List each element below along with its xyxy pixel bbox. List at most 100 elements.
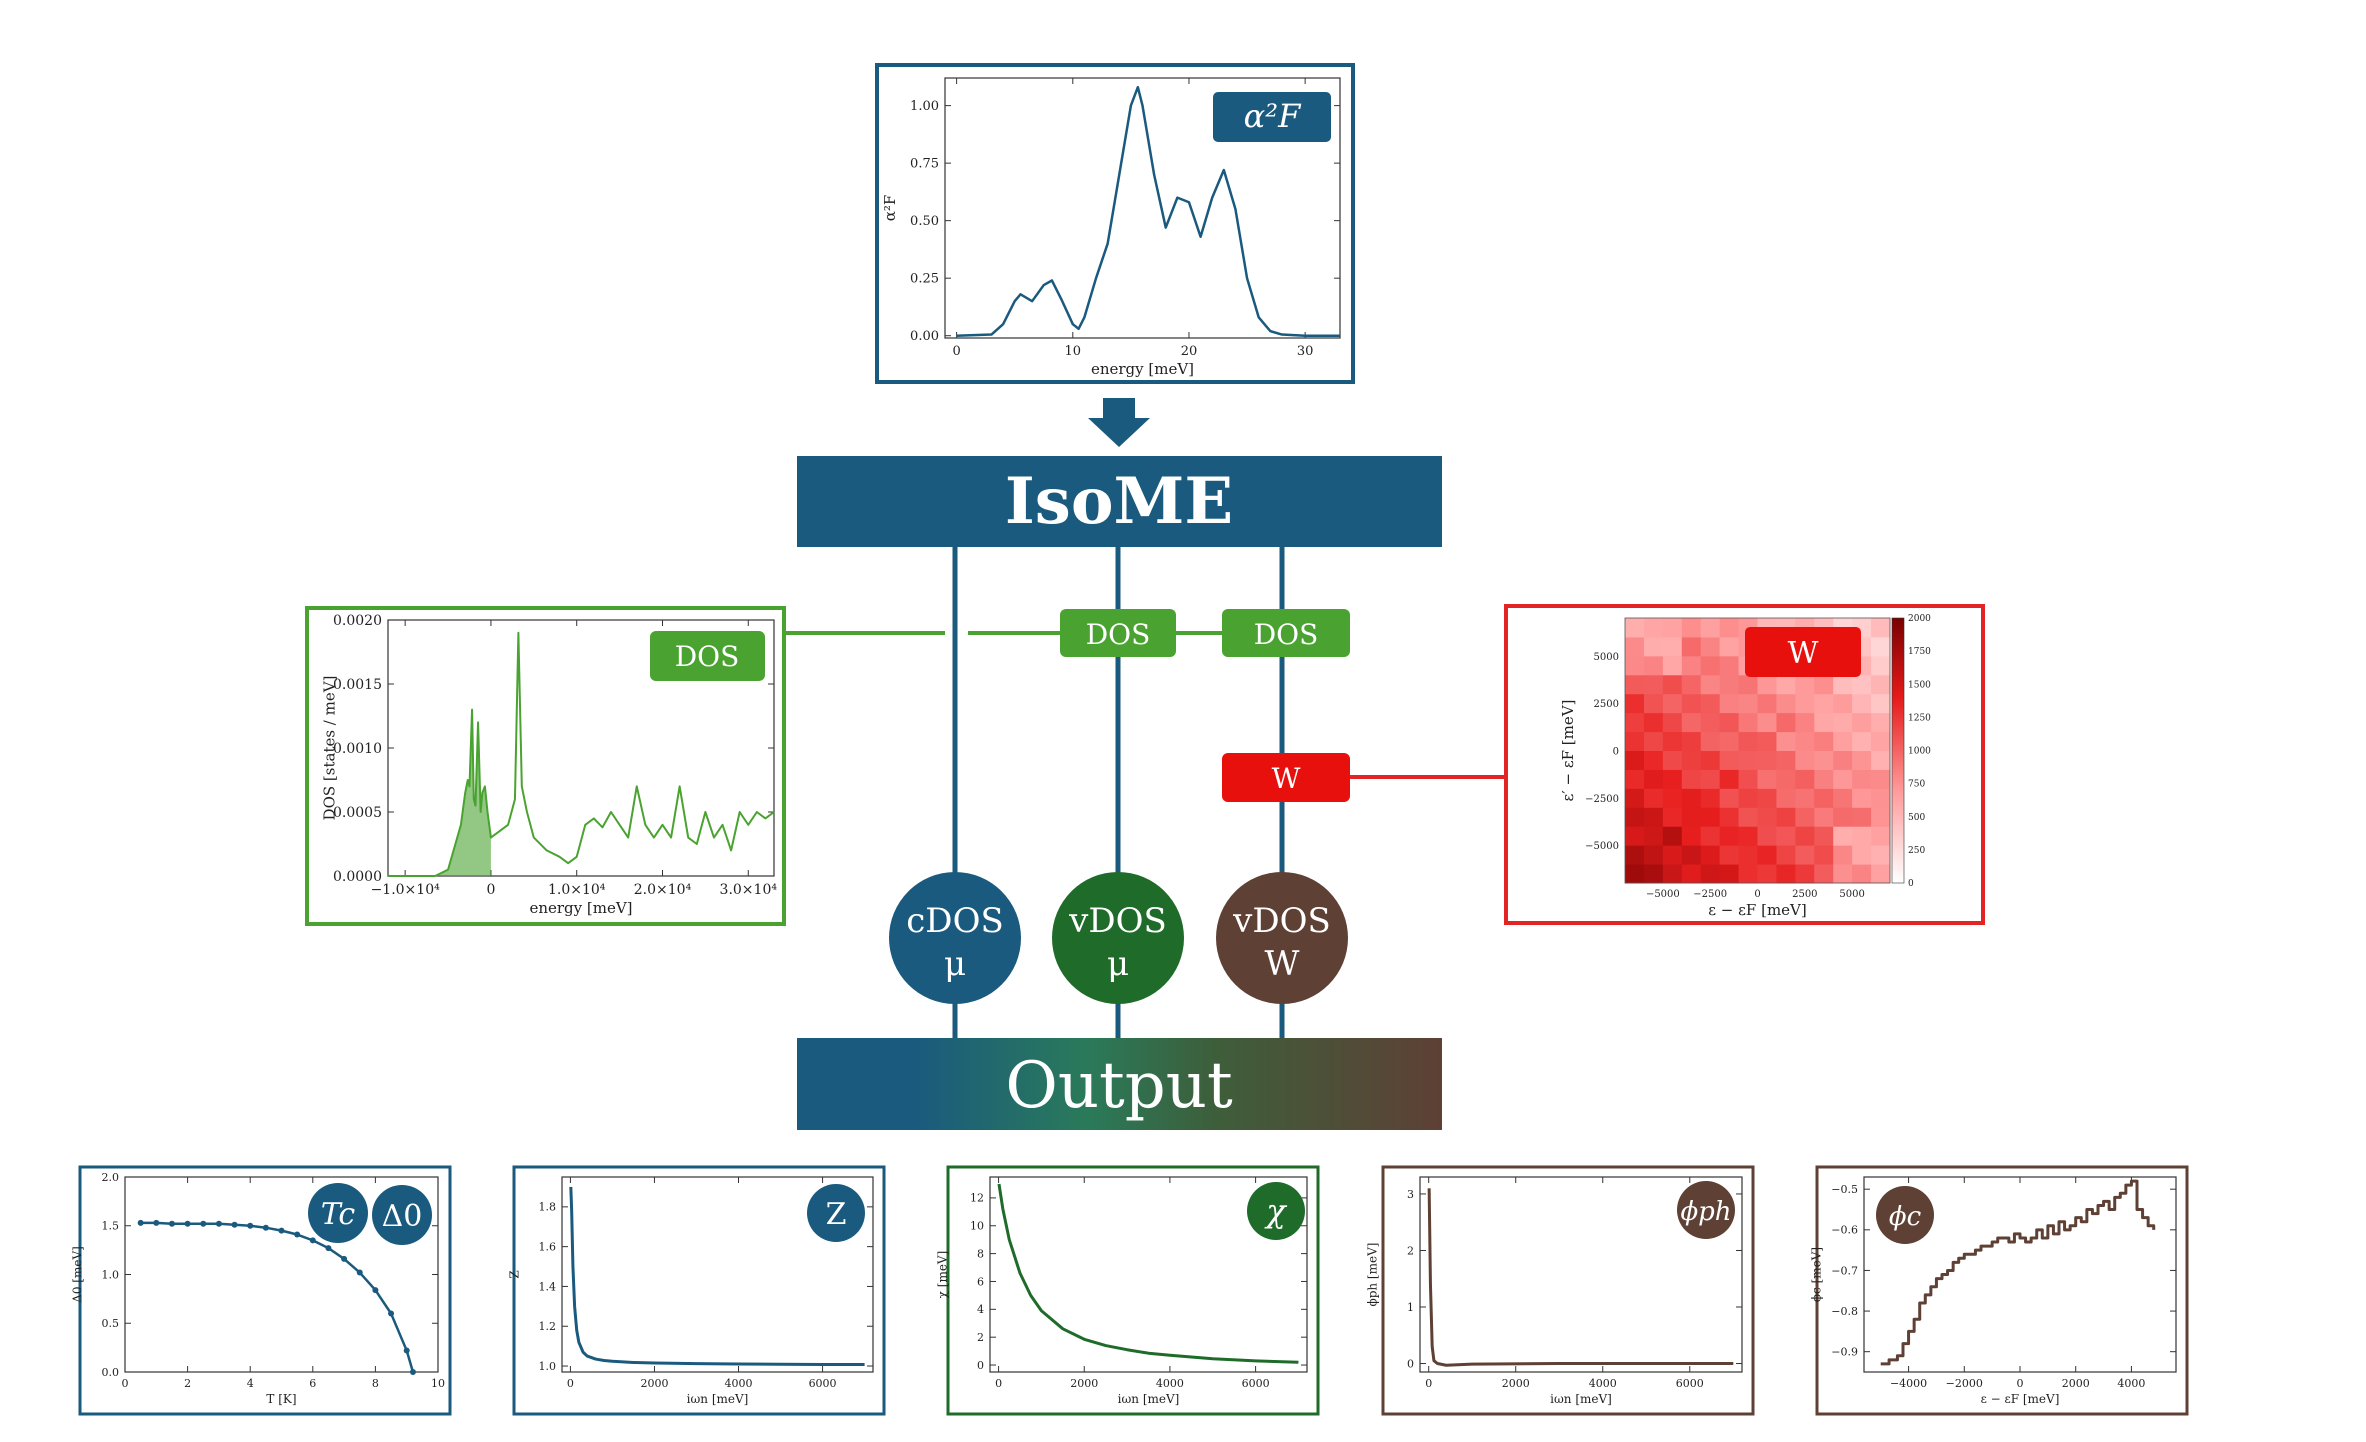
heatmap-cell xyxy=(1643,618,1664,638)
heatmap-cell xyxy=(1719,674,1740,695)
heatmap-cell xyxy=(1776,845,1796,865)
y-tick-label: −0.6 xyxy=(1831,1224,1858,1237)
x-tick-label: 0 xyxy=(2017,1377,2024,1390)
heatmap-cell xyxy=(1738,769,1758,789)
heatmap-cell xyxy=(1871,769,1891,789)
data-point xyxy=(247,1222,254,1229)
heatmap-cell xyxy=(1833,807,1853,827)
y-tick-label: 1.0 xyxy=(102,1268,120,1281)
heatmap-cell xyxy=(1700,845,1721,865)
heatmap-cell xyxy=(1719,712,1740,733)
heatmap-cell xyxy=(1871,864,1891,884)
heatmap-cell xyxy=(1833,845,1853,865)
output-label: Output xyxy=(1005,1049,1233,1123)
heatmap-cell xyxy=(1625,845,1645,865)
x-tick-label: 4000 xyxy=(2117,1377,2145,1390)
heatmap-cell xyxy=(1643,864,1664,884)
a2f-badge-label: α²F xyxy=(1244,97,1302,135)
phiph-panel: 0 2000 4000 6000 0 1 2 3 iωn [meV] ϕph [meV] ϕph xyxy=(1366,1165,1755,1416)
heatmap-cell xyxy=(1719,655,1740,676)
heatmap-cell xyxy=(1700,807,1721,827)
heatmap-cell xyxy=(1681,618,1702,638)
heatmap-cell xyxy=(1719,807,1740,827)
heatmap-cell xyxy=(1662,655,1683,676)
heatmap-cell xyxy=(1719,693,1740,714)
heatmap-cell xyxy=(1700,618,1721,638)
heatmap-cell xyxy=(1643,845,1664,865)
a2f-plot: 0 10 20 30 0.00 0.25 0.50 0.75 1.00 energy [meV] α… xyxy=(881,77,1341,378)
heatmap-cell xyxy=(1776,731,1796,751)
heatmap-cell xyxy=(1776,750,1796,770)
data-point xyxy=(403,1347,410,1354)
heatmap-cell xyxy=(1833,731,1853,751)
data-point xyxy=(325,1245,332,1252)
y-axis-label: ϕph [meV] xyxy=(1366,1243,1380,1307)
heatmap-cell xyxy=(1643,712,1664,733)
heatmap-cell xyxy=(1625,731,1645,751)
y-tick-label: −0.5 xyxy=(1831,1183,1858,1196)
heatmap-cell xyxy=(1757,807,1777,827)
heatmap-cell xyxy=(1871,655,1891,676)
heatmap-cell xyxy=(1776,788,1796,808)
heatmap-cell xyxy=(1814,845,1834,865)
data-point xyxy=(200,1220,207,1227)
data-point xyxy=(215,1220,222,1227)
heatmap-cell xyxy=(1795,769,1815,789)
heatmap-cell xyxy=(1662,826,1683,846)
x-tick-label: 30 xyxy=(1297,344,1314,359)
heatmap-cell xyxy=(1871,731,1891,751)
heatmap-cell xyxy=(1757,788,1777,808)
heatmap-cell xyxy=(1662,731,1683,751)
y-axis-label: χ [meV] xyxy=(936,1251,950,1299)
phiph-plot: 0 2000 4000 6000 0 1 2 3 iωn [meV] ϕph [meV] xyxy=(1366,1176,1743,1406)
heatmap-cell xyxy=(1625,864,1645,884)
y-tick-label: 1.8 xyxy=(539,1201,557,1214)
phiph-badge xyxy=(1677,1181,1735,1239)
heatmap-cell xyxy=(1719,826,1740,846)
x-tick-label: 0 xyxy=(995,1377,1002,1390)
colorbar-tick-label: 0 xyxy=(1908,879,1914,889)
x-tick-label: 0 xyxy=(1754,889,1760,900)
series-line xyxy=(569,1186,865,1366)
y-tick-label: −0.8 xyxy=(1831,1305,1858,1318)
heatmap-cell xyxy=(1871,788,1891,808)
heatmap-cell xyxy=(1625,636,1645,657)
colorbar xyxy=(1891,617,1905,884)
heatmap-cell xyxy=(1719,788,1740,808)
colorbar-tick-label: 1500 xyxy=(1908,680,1931,690)
heatmap-cell xyxy=(1757,674,1777,695)
heatmap-cell xyxy=(1681,731,1702,751)
heatmap-cell xyxy=(1795,712,1815,733)
x-tick-label: 6000 xyxy=(809,1377,837,1390)
y-axis-label: Δ0 [meV] xyxy=(71,1246,85,1303)
phic-badge xyxy=(1876,1186,1934,1244)
heatmap-cell xyxy=(1681,655,1702,676)
heatmap-cell xyxy=(1852,769,1872,789)
heatmap-cell xyxy=(1625,712,1645,733)
heatmap-cell xyxy=(1643,750,1664,770)
x-tick-label: 2000 xyxy=(1070,1377,1098,1390)
colorbar-tick-label: 500 xyxy=(1908,813,1925,823)
heatmap-cell xyxy=(1776,826,1796,846)
heatmap-cell xyxy=(1643,674,1664,695)
heatmap-cell xyxy=(1700,788,1721,808)
x-tick-label: 0 xyxy=(1425,1377,1432,1390)
x-tick-label: 0 xyxy=(486,882,495,898)
y-tick-label: 1.2 xyxy=(539,1320,557,1333)
heatmap-cell xyxy=(1833,674,1853,695)
isome-label: IsoME xyxy=(1005,464,1233,539)
x-axis-label: energy [meV] xyxy=(1091,360,1194,378)
y-tick-label: 5000 xyxy=(1594,652,1619,663)
heatmap-cell xyxy=(1662,618,1683,638)
x-axis-label: iωn [meV] xyxy=(687,1392,749,1406)
heatmap-cell xyxy=(1662,845,1683,865)
dos-badge xyxy=(650,631,765,681)
y-tick-label: 0.0005 xyxy=(333,805,382,821)
heatmap-cell xyxy=(1625,788,1645,808)
heatmap-cell xyxy=(1662,750,1683,770)
heatmap-cell xyxy=(1795,693,1815,714)
dos-panel: −1.0×10⁴ 0 1.0×10⁴ 2.0×10⁴ 3.0×10⁴ 0.0000 0.00… xyxy=(305,606,786,926)
heatmap-cell xyxy=(1719,731,1740,751)
series-line xyxy=(1880,1179,2156,1366)
heatmap-cell xyxy=(1757,693,1777,714)
